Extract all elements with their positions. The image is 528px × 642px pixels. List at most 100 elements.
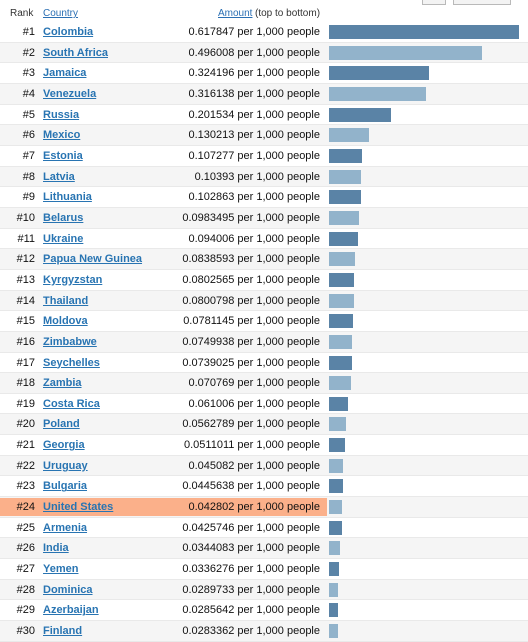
table-row: #26 India 0.0344083 per 1,000 people bbox=[0, 538, 528, 560]
bar-track bbox=[329, 582, 521, 597]
country-link[interactable]: Dominica bbox=[43, 583, 93, 596]
rank-cell: #5 bbox=[22, 108, 35, 121]
country-link[interactable]: Poland bbox=[43, 418, 80, 431]
bar-track bbox=[329, 376, 521, 391]
country-link[interactable]: Seychelles bbox=[43, 356, 100, 369]
table-row: #29 Azerbaijan 0.0285642 per 1,000 people bbox=[0, 600, 528, 622]
rank-cell: #3 bbox=[22, 67, 35, 80]
table-row: #10 Belarus 0.0983495 per 1,000 people bbox=[0, 207, 528, 229]
country-link[interactable]: Yemen bbox=[43, 563, 79, 576]
value-bar bbox=[329, 500, 342, 515]
value-bar bbox=[329, 231, 358, 246]
value-bar bbox=[329, 107, 391, 122]
value-bar bbox=[329, 86, 426, 101]
country-link[interactable]: Kyrgyzstan bbox=[43, 273, 103, 286]
country-link[interactable]: Finland bbox=[43, 625, 83, 638]
amount-cell: 0.0781145 per 1,000 people bbox=[183, 315, 320, 328]
table-row: #9 Lithuania 0.102863 per 1,000 people bbox=[0, 187, 528, 208]
value-bar bbox=[329, 45, 482, 60]
table-row: #23 Bulgaria 0.0445638 per 1,000 people bbox=[0, 476, 528, 498]
ranking-table: #1 Colombia 0.617847 per 1,000 people #2 Sou… bbox=[0, 22, 528, 642]
rank-cell: #26 bbox=[16, 542, 35, 555]
table-row: #5 Russia 0.201534 per 1,000 people bbox=[0, 105, 528, 126]
table-row: #15 Moldova 0.0781145 per 1,000 people bbox=[0, 311, 528, 332]
value-bar bbox=[329, 582, 338, 597]
bar-track bbox=[329, 231, 521, 246]
country-link[interactable]: Papua New Guinea bbox=[43, 253, 143, 266]
rank-cell: #16 bbox=[16, 335, 35, 348]
amount-column-header[interactable]: Amount bbox=[218, 8, 253, 19]
bar-track bbox=[329, 293, 521, 308]
country-link[interactable]: Costa Rica bbox=[43, 397, 100, 410]
rank-cell: #14 bbox=[16, 294, 35, 307]
country-link[interactable]: Latvia bbox=[43, 170, 75, 183]
country-link[interactable]: United States bbox=[43, 501, 114, 514]
rank-cell: #21 bbox=[16, 439, 35, 452]
amount-cell: 0.0749938 per 1,000 people bbox=[182, 335, 320, 348]
value-bar bbox=[329, 25, 519, 39]
country-link[interactable]: Zimbabwe bbox=[43, 335, 97, 348]
country-link[interactable]: Thailand bbox=[43, 294, 89, 307]
table-row: #11 Ukraine 0.094006 per 1,000 people bbox=[0, 229, 528, 250]
bar-track bbox=[329, 479, 521, 494]
country-link[interactable]: Uruguay bbox=[43, 459, 88, 472]
country-link[interactable]: Estonia bbox=[43, 149, 83, 162]
country-link[interactable]: Moldova bbox=[43, 315, 88, 328]
country-link[interactable]: Azerbaijan bbox=[43, 604, 99, 617]
rank-cell: #9 bbox=[22, 191, 35, 204]
value-bar bbox=[329, 541, 340, 556]
rank-cell: #2 bbox=[22, 46, 35, 59]
amount-cell: 0.0838593 per 1,000 people bbox=[182, 253, 320, 266]
value-bar bbox=[329, 355, 352, 370]
bar-track bbox=[329, 438, 521, 453]
country-link[interactable]: Georgia bbox=[43, 439, 85, 452]
value-bar bbox=[329, 396, 348, 411]
amount-cell: 0.094006 per 1,000 people bbox=[188, 232, 320, 245]
country-link[interactable]: Jamaica bbox=[43, 67, 87, 80]
country-link[interactable]: Venezuela bbox=[43, 87, 97, 100]
amount-cell: 0.0739025 per 1,000 people bbox=[182, 356, 320, 369]
bar-track bbox=[329, 541, 521, 556]
bar-track bbox=[329, 86, 521, 101]
amount-cell: 0.0285642 per 1,000 people bbox=[182, 604, 320, 617]
bar-track bbox=[329, 25, 521, 39]
previous-tab[interactable] bbox=[422, 0, 446, 5]
table-row: #19 Costa Rica 0.061006 per 1,000 people bbox=[0, 394, 528, 415]
table-row: #14 Thailand 0.0800798 per 1,000 people bbox=[0, 290, 528, 312]
value-bar bbox=[329, 190, 361, 205]
next-tab[interactable] bbox=[453, 0, 511, 5]
country-link[interactable]: Colombia bbox=[43, 26, 94, 38]
amount-cell: 0.0283362 per 1,000 people bbox=[182, 625, 320, 638]
country-link[interactable]: Russia bbox=[43, 108, 80, 121]
value-bar bbox=[329, 66, 429, 81]
rank-cell: #29 bbox=[16, 604, 35, 617]
value-bar bbox=[329, 562, 339, 577]
value-bar bbox=[329, 624, 338, 639]
country-link[interactable]: Bulgaria bbox=[43, 480, 88, 493]
amount-cell: 0.316138 per 1,000 people bbox=[188, 87, 320, 100]
bar-track bbox=[329, 624, 521, 639]
table-row: #1 Colombia 0.617847 per 1,000 people bbox=[0, 22, 528, 43]
table-row: #16 Zimbabwe 0.0749938 per 1,000 people bbox=[0, 331, 528, 353]
value-bar bbox=[329, 520, 342, 535]
bar-track bbox=[329, 107, 521, 122]
country-link[interactable]: Armenia bbox=[43, 521, 88, 534]
value-bar bbox=[329, 479, 343, 494]
country-column-header[interactable]: Country bbox=[43, 8, 79, 19]
rank-cell: #27 bbox=[16, 563, 35, 576]
value-bar bbox=[329, 417, 346, 432]
table-row: #22 Uruguay 0.045082 per 1,000 people bbox=[0, 455, 528, 477]
country-link[interactable]: Ukraine bbox=[43, 232, 84, 245]
rank-cell: #15 bbox=[16, 315, 35, 328]
country-link[interactable]: India bbox=[43, 542, 69, 555]
table-row: #25 Armenia 0.0425746 per 1,000 people bbox=[0, 518, 528, 539]
table-row: #20 Poland 0.0562789 per 1,000 people bbox=[0, 414, 528, 436]
rank-cell: #1 bbox=[22, 26, 35, 38]
country-link[interactable]: Lithuania bbox=[43, 191, 92, 204]
country-link[interactable]: Mexico bbox=[43, 129, 81, 142]
country-link[interactable]: South Africa bbox=[43, 46, 108, 59]
country-link[interactable]: Belarus bbox=[43, 211, 84, 224]
country-link[interactable]: Zambia bbox=[43, 377, 82, 390]
rank-cell: #18 bbox=[16, 377, 35, 390]
table-row: #27 Yemen 0.0336276 per 1,000 people bbox=[0, 559, 528, 580]
